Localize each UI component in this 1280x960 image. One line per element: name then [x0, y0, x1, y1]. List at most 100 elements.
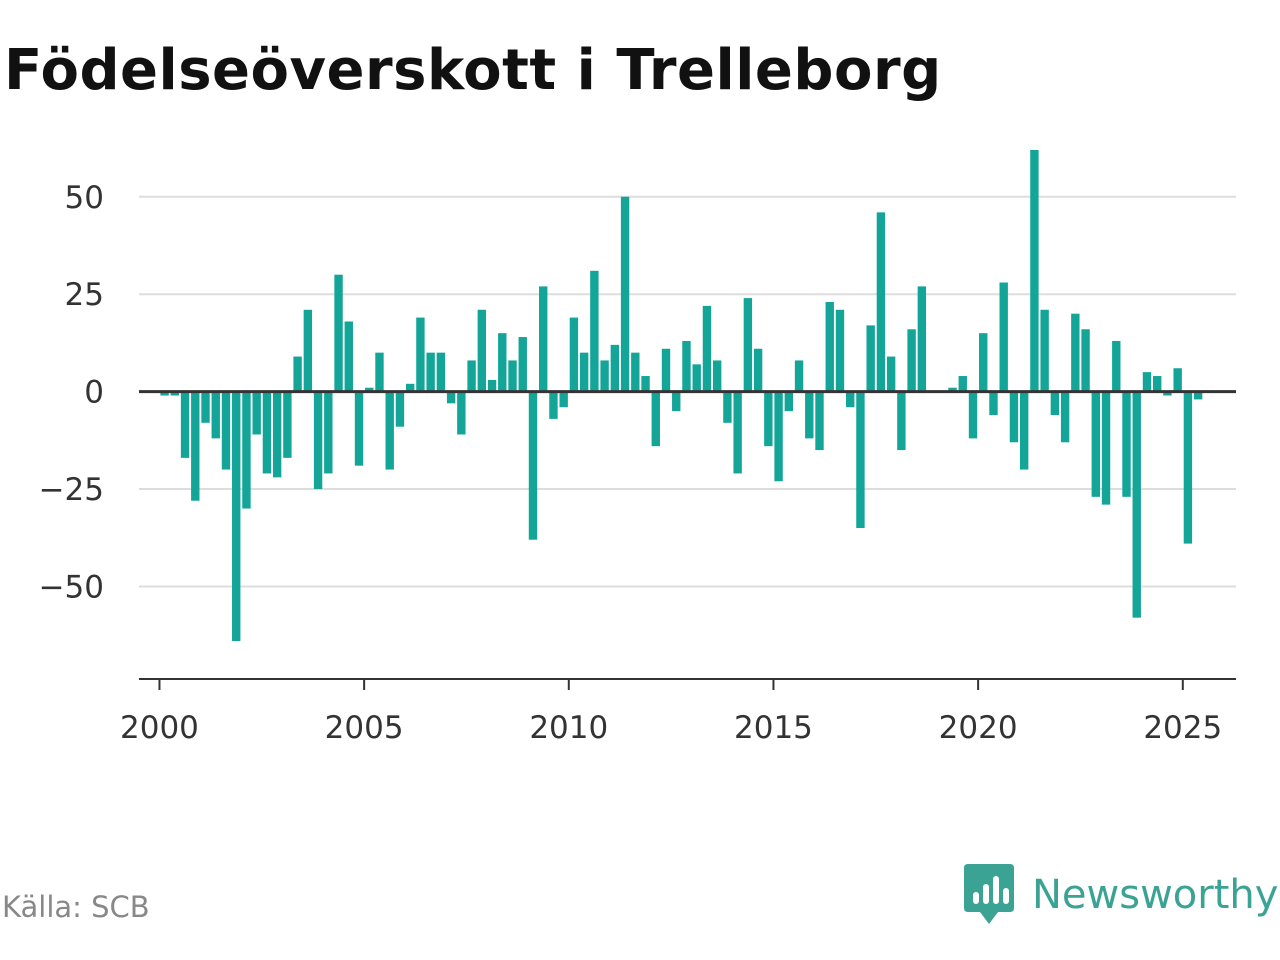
- bar: [405, 383, 415, 392]
- bar: [866, 325, 875, 392]
- bar: [805, 391, 814, 439]
- x-tick-label: 2000: [120, 710, 199, 746]
- bar: [293, 356, 302, 392]
- bar: [610, 344, 620, 392]
- bar: [590, 270, 599, 392]
- y-tick-label: 50: [65, 180, 104, 216]
- bar: [712, 360, 722, 392]
- bar: [968, 391, 978, 439]
- bar: [784, 391, 794, 412]
- bar: [498, 333, 507, 392]
- bar: [876, 212, 886, 392]
- bar: [1132, 391, 1141, 618]
- bar: [283, 391, 292, 458]
- bar: [487, 379, 497, 392]
- bar: [1142, 372, 1152, 392]
- bar: [180, 391, 190, 458]
- bar: [1153, 376, 1162, 392]
- bar: [958, 376, 967, 392]
- bar: [979, 333, 988, 392]
- bar: [467, 360, 476, 392]
- bar: [764, 391, 773, 447]
- brand-name: Newsworthy: [1032, 872, 1279, 918]
- x-tick-label: 2005: [325, 710, 404, 746]
- bar: [272, 391, 282, 478]
- bar: [907, 329, 916, 392]
- bar: [600, 360, 609, 392]
- bar: [794, 360, 804, 392]
- bar: [1193, 391, 1203, 400]
- bar: [815, 391, 824, 451]
- bar: [897, 391, 906, 451]
- bar: [477, 309, 487, 392]
- bar: [303, 309, 313, 392]
- bar: [262, 391, 272, 474]
- bar: [1112, 340, 1121, 392]
- bar-chart: −50 −25 0 25 50 2000 2005 2010 2015 2020 2025: [39, 150, 1236, 746]
- bar: [733, 391, 742, 474]
- bar: [191, 391, 200, 501]
- bar: [365, 387, 374, 392]
- y-tick-label: 25: [65, 277, 104, 313]
- bar: [846, 391, 855, 408]
- bar: [160, 391, 169, 396]
- bar: [579, 352, 589, 392]
- bar: [170, 391, 180, 396]
- bar: [508, 360, 517, 392]
- brand[interactable]: Newsworthy: [964, 864, 1278, 926]
- bar: [1009, 391, 1019, 443]
- bar: [702, 305, 712, 392]
- bar: [774, 391, 783, 482]
- bar: [641, 376, 650, 392]
- bar: [395, 391, 405, 427]
- x-tick-label: 2020: [939, 710, 1018, 746]
- bar: [221, 391, 231, 470]
- bar: [539, 286, 548, 392]
- bar: [1101, 391, 1111, 505]
- bar: [211, 391, 220, 439]
- bar: [1071, 313, 1080, 392]
- bar: [518, 337, 527, 392]
- bar: [201, 391, 210, 423]
- bar: [661, 348, 671, 392]
- bar: [549, 391, 558, 419]
- bar: [1091, 391, 1101, 497]
- bar: [1081, 329, 1090, 392]
- y-axis-labels: −50 −25 0 25 50: [39, 180, 104, 606]
- bar: [1163, 391, 1172, 396]
- bar: [856, 391, 865, 529]
- bar: [999, 282, 1008, 392]
- bar: [682, 340, 691, 392]
- bar: [1040, 309, 1049, 392]
- bar: [1050, 391, 1060, 415]
- bar: [344, 321, 353, 392]
- x-tick-label: 2015: [734, 710, 813, 746]
- bar: [426, 352, 435, 392]
- bar: [989, 391, 998, 415]
- bar: [692, 364, 701, 392]
- bar: [620, 196, 630, 392]
- bar: [324, 391, 333, 474]
- bar: [948, 387, 957, 392]
- bar: [334, 274, 343, 392]
- bar: [416, 317, 425, 392]
- newsworthy-logo-icon: [964, 864, 1014, 924]
- bar: [1060, 391, 1070, 443]
- bar: [672, 391, 681, 412]
- bar: [446, 391, 456, 404]
- bar: [825, 301, 834, 392]
- bar: [1173, 368, 1182, 392]
- source-note: Källa: SCB: [2, 890, 150, 924]
- axes: [139, 390, 1236, 690]
- bar: [631, 352, 640, 392]
- bar: [1122, 391, 1131, 497]
- bar: [743, 298, 753, 392]
- x-tick-label: 2010: [529, 710, 608, 746]
- bar: [835, 309, 845, 392]
- chart-title: Födelseöverskott i Trelleborg: [4, 38, 942, 103]
- x-tick-label: 2025: [1143, 710, 1222, 746]
- bar: [385, 391, 394, 470]
- bar: [559, 391, 568, 408]
- bar: [723, 391, 732, 423]
- y-tick-label: −25: [39, 472, 104, 508]
